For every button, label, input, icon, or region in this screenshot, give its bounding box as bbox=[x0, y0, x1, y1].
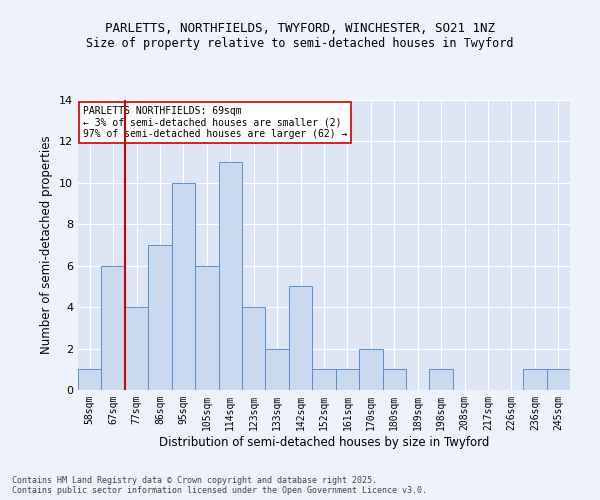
Bar bbox=[312, 370, 336, 390]
Bar bbox=[195, 266, 218, 390]
Bar bbox=[242, 307, 265, 390]
Bar bbox=[78, 370, 101, 390]
Bar bbox=[359, 348, 383, 390]
Bar bbox=[547, 370, 570, 390]
Text: PARLETTS, NORTHFIELDS, TWYFORD, WINCHESTER, SO21 1NZ: PARLETTS, NORTHFIELDS, TWYFORD, WINCHEST… bbox=[105, 22, 495, 36]
Bar bbox=[218, 162, 242, 390]
Bar bbox=[336, 370, 359, 390]
Bar bbox=[383, 370, 406, 390]
Bar bbox=[265, 348, 289, 390]
Text: Size of property relative to semi-detached houses in Twyford: Size of property relative to semi-detach… bbox=[86, 38, 514, 51]
Bar bbox=[289, 286, 312, 390]
Text: PARLETTS NORTHFIELDS: 69sqm
← 3% of semi-detached houses are smaller (2)
97% of : PARLETTS NORTHFIELDS: 69sqm ← 3% of semi… bbox=[83, 106, 347, 139]
X-axis label: Distribution of semi-detached houses by size in Twyford: Distribution of semi-detached houses by … bbox=[159, 436, 489, 448]
Bar bbox=[148, 245, 172, 390]
Text: Contains HM Land Registry data © Crown copyright and database right 2025.
Contai: Contains HM Land Registry data © Crown c… bbox=[12, 476, 427, 495]
Bar bbox=[523, 370, 547, 390]
Bar bbox=[101, 266, 125, 390]
Bar bbox=[172, 183, 195, 390]
Bar bbox=[430, 370, 453, 390]
Y-axis label: Number of semi-detached properties: Number of semi-detached properties bbox=[40, 136, 53, 354]
Bar bbox=[125, 307, 148, 390]
